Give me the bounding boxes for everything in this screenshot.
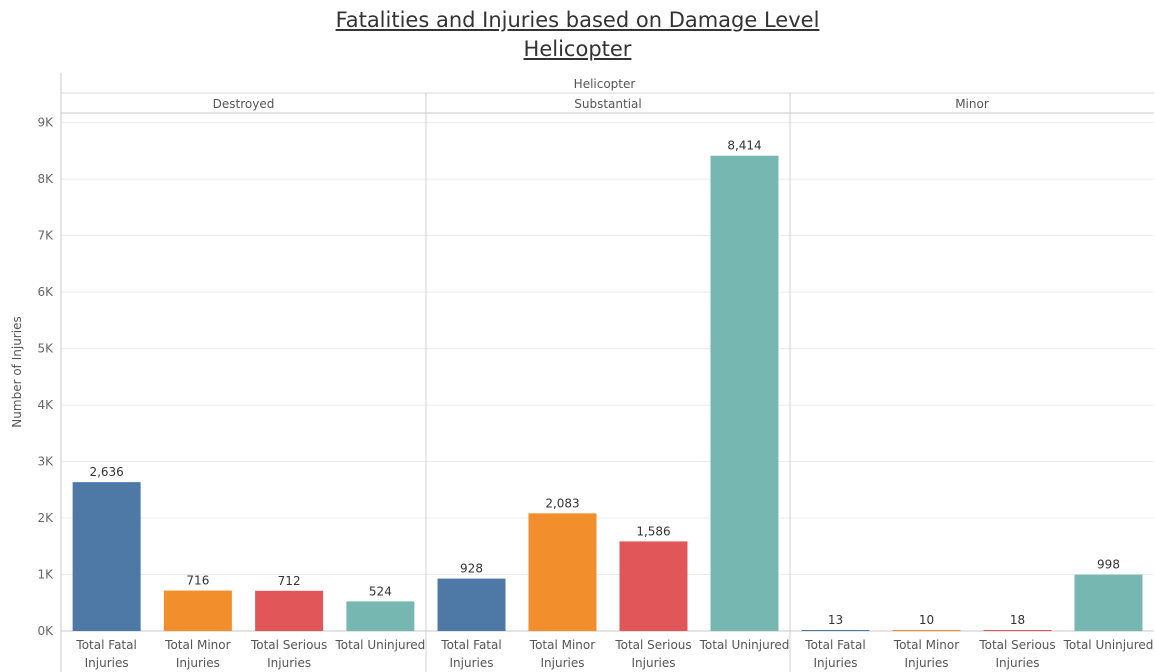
- data-label: 928: [460, 562, 483, 576]
- bar: [163, 590, 232, 631]
- x-tick-label: Total Fatal: [804, 638, 865, 652]
- x-tick-label: Total Serious: [978, 638, 1055, 652]
- bar: [801, 630, 870, 631]
- data-label: 716: [186, 574, 209, 588]
- panel-header: Destroyed: [213, 97, 275, 111]
- x-tick-label: Total Uninjured: [334, 638, 425, 652]
- bar: [619, 541, 688, 631]
- bar: [528, 513, 597, 631]
- data-label: 712: [278, 574, 301, 588]
- bar: [346, 601, 415, 631]
- data-label: 524: [369, 584, 392, 598]
- chart-subtitle: Helicopter: [523, 37, 632, 61]
- y-tick-label: 0K: [37, 624, 54, 638]
- x-tick-label: Total Uninjured: [1063, 638, 1154, 652]
- data-label: 13: [828, 613, 843, 627]
- x-tick-label: Injuries: [905, 656, 949, 670]
- bar: [710, 155, 779, 632]
- x-tick-label: Injuries: [541, 656, 585, 670]
- panel-header: Minor: [955, 97, 989, 111]
- panel-header: Substantial: [574, 97, 641, 111]
- x-tick-label: Total Fatal: [440, 638, 501, 652]
- y-tick-label: 2K: [37, 511, 54, 525]
- x-tick-label: Total Uninjured: [699, 638, 790, 652]
- y-tick-label: 7K: [37, 229, 54, 243]
- data-label: 8,414: [727, 139, 761, 153]
- y-tick-label: 9K: [37, 116, 54, 130]
- y-tick-label: 1K: [37, 568, 54, 582]
- x-tick-label: Total Serious: [250, 638, 327, 652]
- x-tick-label: Injuries: [176, 656, 220, 670]
- y-tick-label: 6K: [37, 285, 54, 299]
- y-axis-label: Number of Injuries: [10, 316, 24, 427]
- data-label: 10: [919, 613, 934, 627]
- x-tick-label: Injuries: [814, 656, 858, 670]
- chart-title: Fatalities and Injuries based on Damage …: [335, 8, 820, 32]
- y-tick-label: 4K: [37, 398, 54, 412]
- y-tick-label: 8K: [37, 172, 54, 186]
- x-tick-label: Total Fatal: [75, 638, 136, 652]
- x-tick-label: Total Minor: [164, 638, 230, 652]
- bar: [255, 590, 324, 631]
- data-label: 998: [1097, 558, 1120, 572]
- x-tick-label: Total Minor: [529, 638, 595, 652]
- bar: [892, 630, 961, 631]
- bar: [1074, 574, 1143, 631]
- x-tick-label: Total Minor: [893, 638, 959, 652]
- bar: [437, 578, 506, 631]
- x-tick-label: Total Serious: [614, 638, 691, 652]
- data-label: 1,586: [636, 524, 670, 538]
- data-label: 2,083: [545, 496, 579, 510]
- x-tick-label: Injuries: [632, 656, 676, 670]
- x-tick-label: Injuries: [450, 656, 494, 670]
- data-label: 18: [1010, 613, 1025, 627]
- y-tick-label: 5K: [37, 342, 54, 356]
- x-tick-label: Injuries: [85, 656, 129, 670]
- x-tick-label: Injuries: [996, 656, 1040, 670]
- bar: [72, 482, 141, 631]
- bar: [983, 629, 1052, 631]
- x-tick-label: Injuries: [267, 656, 311, 670]
- y-tick-label: 3K: [37, 455, 54, 469]
- column-header: Helicopter: [574, 77, 636, 91]
- data-label: 2,636: [89, 465, 123, 479]
